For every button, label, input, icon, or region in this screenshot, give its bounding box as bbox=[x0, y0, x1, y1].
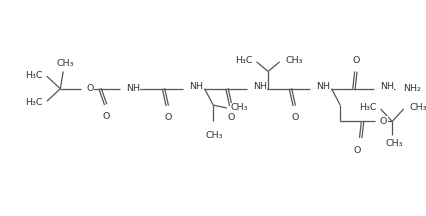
Text: H₃C: H₃C bbox=[26, 71, 43, 80]
Text: CH₃: CH₃ bbox=[205, 131, 222, 140]
Text: CH₃: CH₃ bbox=[409, 103, 426, 113]
Text: CH₃: CH₃ bbox=[285, 56, 302, 65]
Text: H₃C: H₃C bbox=[235, 56, 252, 65]
Text: O: O bbox=[103, 112, 110, 121]
Text: NH: NH bbox=[125, 84, 139, 93]
Text: NH: NH bbox=[379, 82, 393, 91]
Text: NH: NH bbox=[189, 82, 203, 91]
Text: CH₃: CH₃ bbox=[384, 139, 402, 148]
Text: O: O bbox=[86, 84, 93, 93]
Text: O: O bbox=[291, 113, 298, 122]
Text: O: O bbox=[352, 56, 360, 65]
Text: O: O bbox=[353, 146, 360, 154]
Text: NH₂: NH₂ bbox=[402, 84, 420, 93]
Text: H₃C: H₃C bbox=[358, 103, 376, 113]
Text: O: O bbox=[227, 113, 235, 122]
Text: H₃C: H₃C bbox=[26, 98, 43, 107]
Text: CH₃: CH₃ bbox=[230, 103, 248, 113]
Text: NH: NH bbox=[315, 82, 329, 91]
Text: CH₃: CH₃ bbox=[56, 59, 74, 68]
Text: O: O bbox=[164, 113, 171, 122]
Text: O: O bbox=[379, 117, 386, 126]
Text: NH: NH bbox=[252, 82, 266, 91]
